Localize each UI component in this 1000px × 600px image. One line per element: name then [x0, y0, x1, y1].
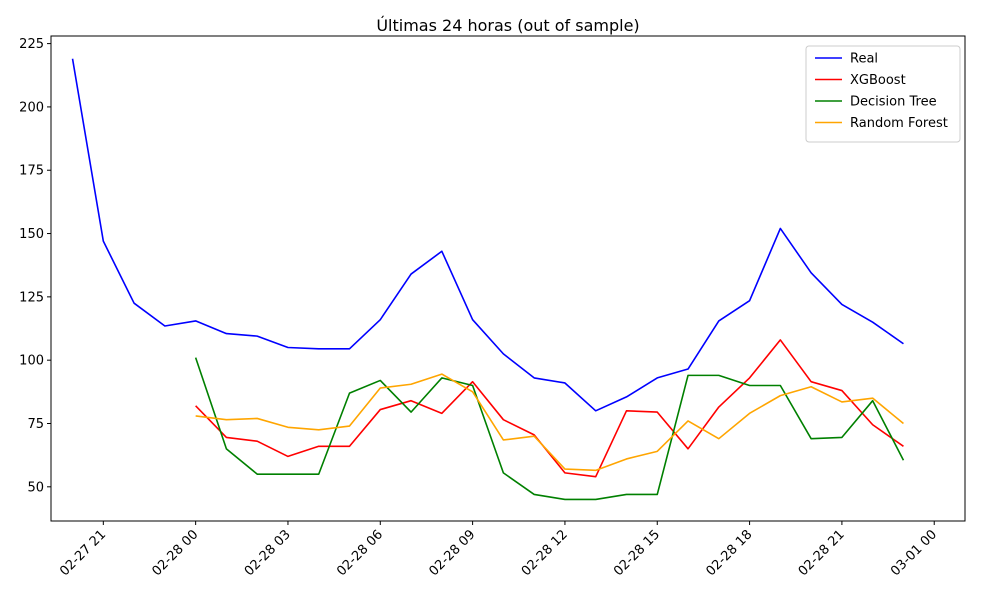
- chart-title: Últimas 24 horas (out of sample): [376, 16, 639, 35]
- plot-frame: [50, 35, 966, 522]
- series-line-random-forest: [195, 373, 904, 472]
- series-line-real: [71, 58, 904, 412]
- y-tick-label: 100: [19, 354, 44, 369]
- legend-label: Real: [850, 52, 878, 67]
- y-tick-label: 50: [27, 480, 44, 495]
- legend-label: Random Forest: [850, 116, 948, 131]
- series-line-xgboost: [195, 339, 904, 478]
- legend-box: [805, 45, 961, 143]
- legend-label: XGBoost: [850, 73, 906, 88]
- y-tick-label: 125: [19, 290, 44, 305]
- legend-label: Decision Tree: [850, 95, 937, 110]
- legend: Real XGBoost Decision Tree Random Forest: [805, 45, 961, 143]
- series-layer: [71, 58, 905, 501]
- y-axis: 50 75 100 125 150 175 200 225: [19, 37, 51, 495]
- y-tick-label: 175: [19, 164, 44, 179]
- y-tick-label: 200: [19, 100, 44, 115]
- y-tick-label: 225: [19, 37, 44, 52]
- y-tick-label: 75: [27, 417, 44, 432]
- y-tick-label: 150: [19, 227, 44, 242]
